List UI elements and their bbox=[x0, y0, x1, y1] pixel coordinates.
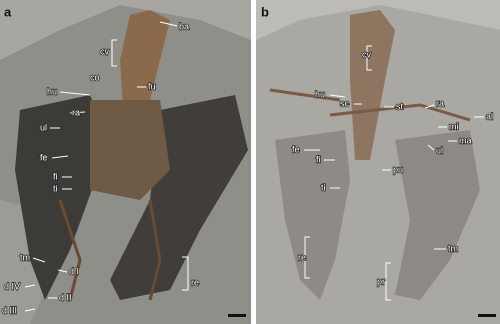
annotation: st bbox=[396, 101, 404, 111]
annotation: ul bbox=[436, 145, 443, 155]
panel-b bbox=[256, 0, 500, 324]
leader-lines bbox=[24, 21, 484, 312]
annotation: ra bbox=[72, 107, 80, 117]
annotation: fi bbox=[316, 154, 321, 164]
annotation: fu bbox=[148, 81, 156, 91]
annotation: ul bbox=[40, 122, 47, 132]
annotation: ma bbox=[459, 135, 472, 145]
annotation: d II bbox=[59, 292, 72, 302]
annotation: tm bbox=[448, 243, 458, 253]
annotation: d IV bbox=[4, 281, 20, 291]
annotation: cv bbox=[362, 49, 372, 59]
annotation: sc bbox=[340, 98, 350, 108]
annotation: tm bbox=[20, 252, 30, 262]
panel-label: a bbox=[4, 4, 12, 19]
annotation: mi bbox=[449, 121, 459, 131]
annotation: d III bbox=[2, 305, 17, 315]
annotation: ba bbox=[179, 21, 189, 31]
annotation: d I bbox=[69, 266, 79, 276]
annotation: fe bbox=[292, 144, 300, 154]
annotation: hu bbox=[315, 89, 325, 99]
annotation: ti bbox=[53, 183, 58, 193]
panel-a bbox=[0, 0, 251, 324]
annotation: pr bbox=[377, 276, 385, 286]
annotation: fi bbox=[53, 171, 58, 181]
annotation: re bbox=[298, 252, 306, 262]
annotation: hu bbox=[47, 86, 57, 96]
annotation: ti bbox=[321, 182, 326, 192]
annotation: cv bbox=[100, 46, 110, 56]
annotation: fe bbox=[40, 152, 48, 162]
annotation: co bbox=[90, 72, 100, 82]
panel-label: b bbox=[261, 4, 269, 19]
annotation: al bbox=[486, 111, 493, 121]
annotation: pu bbox=[393, 164, 403, 174]
annotation: re bbox=[191, 277, 199, 287]
annotation: ra bbox=[436, 98, 444, 108]
